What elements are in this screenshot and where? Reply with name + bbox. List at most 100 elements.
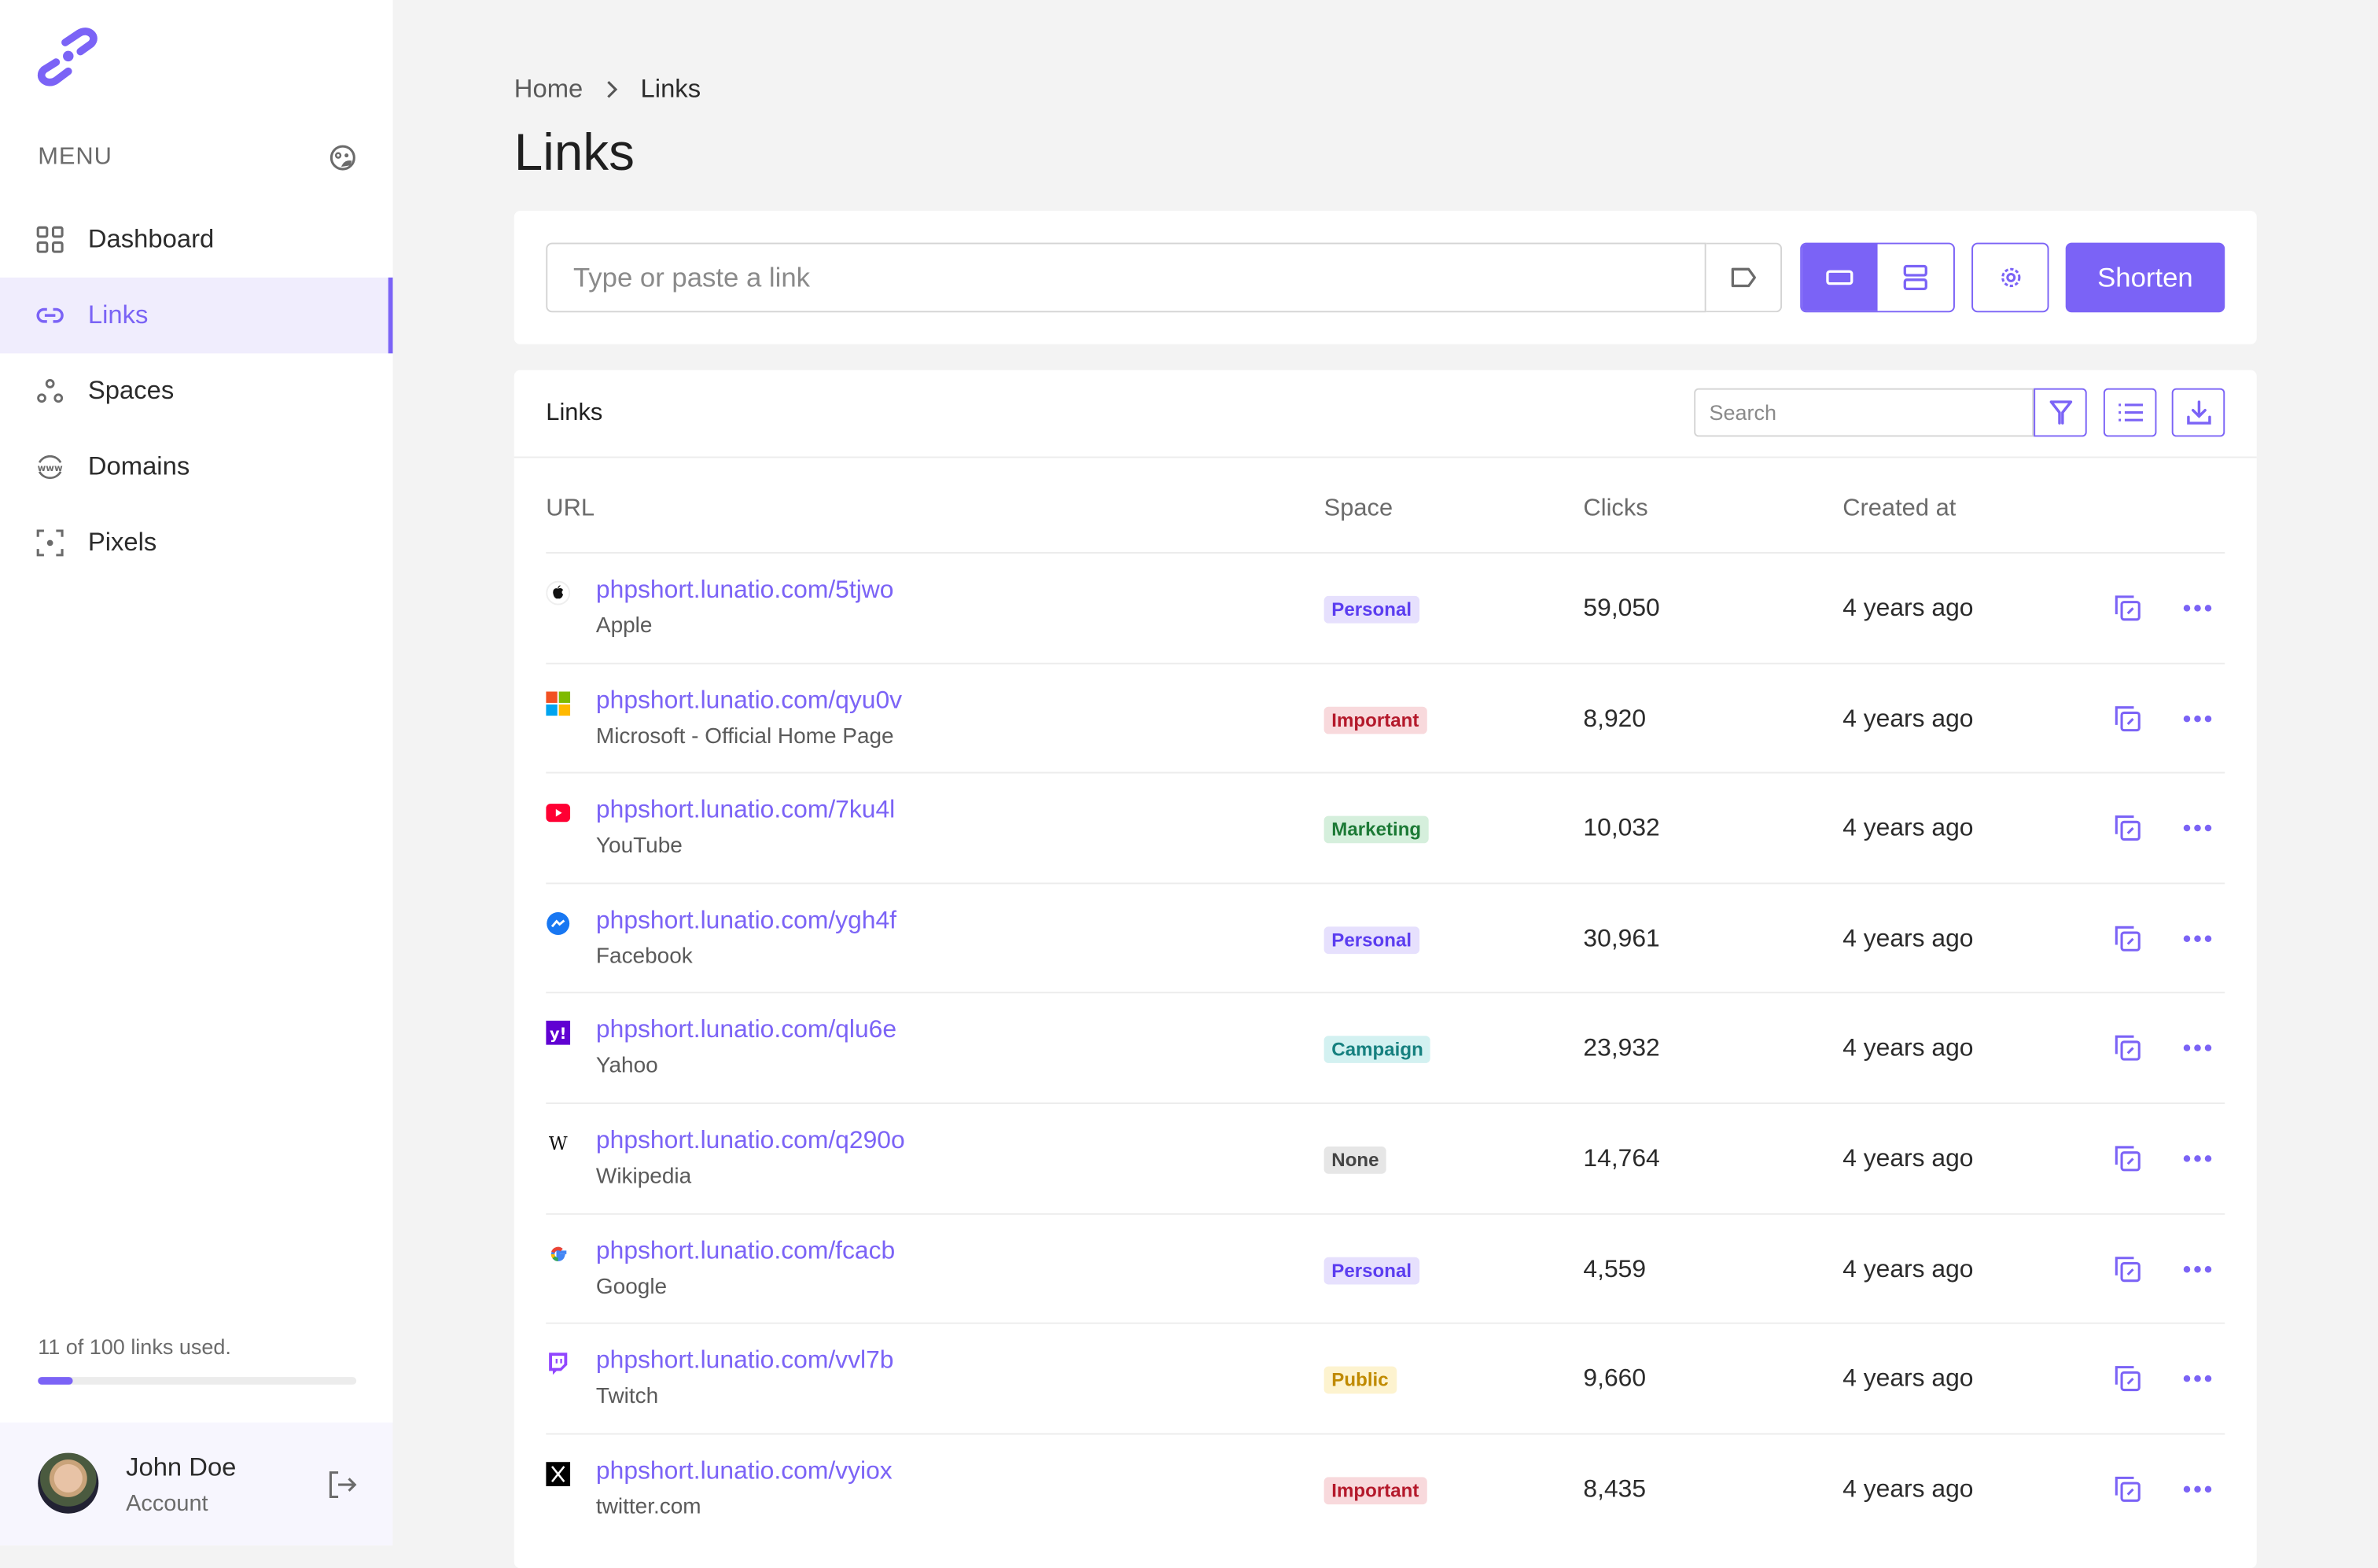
sidebar-item-pixels[interactable]: Pixels — [0, 505, 392, 580]
short-url-link[interactable]: phpshort.lunatio.com/q290o — [595, 1126, 905, 1154]
single-link-mode-button[interactable] — [1802, 244, 1878, 311]
logo-chain-icon[interactable] — [36, 24, 103, 91]
sidebar-item-label: Pixels — [87, 528, 157, 557]
space-badge: Important — [1323, 1476, 1427, 1504]
shorten-card: Shorten — [514, 211, 2257, 344]
list-view-button[interactable] — [2103, 388, 2157, 437]
sidebar-nav: Dashboard Links Spaces www Domains Pixel… — [0, 201, 393, 580]
settings-button[interactable] — [1971, 242, 2049, 313]
svg-text:W: W — [549, 1134, 568, 1154]
more-options-icon[interactable] — [2182, 815, 2213, 842]
link-title: Twitch — [595, 1385, 659, 1409]
created-at: 4 years ago — [1842, 1475, 1974, 1503]
clicks-count: 10,032 — [1583, 815, 1660, 842]
table-row: phpshort.lunatio.com/fcacb Google Personal… — [546, 1213, 2225, 1323]
single-rectangle-icon — [1826, 270, 1853, 285]
clicks-count: 8,435 — [1583, 1475, 1647, 1503]
theme-toggle-icon[interactable] — [329, 144, 356, 171]
sidebar-item-dashboard[interactable]: Dashboard — [0, 201, 392, 277]
google-favicon-icon — [546, 1242, 570, 1266]
short-url-link[interactable]: phpshort.lunatio.com/5tjwo — [595, 576, 894, 604]
link-title: Yahoo — [595, 1055, 658, 1079]
clicks-count: 8,920 — [1583, 705, 1647, 732]
more-options-icon[interactable] — [2182, 594, 2213, 622]
short-url-link[interactable]: phpshort.lunatio.com/fcacb — [595, 1236, 896, 1264]
short-url-link[interactable]: phpshort.lunatio.com/7ku4l — [595, 796, 896, 824]
divider — [514, 456, 2257, 458]
more-options-icon[interactable] — [2182, 1475, 2213, 1503]
link-title: Facebook — [595, 944, 693, 969]
chevron-right-icon — [607, 81, 618, 98]
short-url-link[interactable]: phpshort.lunatio.com/vvl7b — [595, 1346, 894, 1375]
more-options-icon[interactable] — [2182, 1255, 2213, 1283]
messenger-favicon-icon — [546, 911, 570, 936]
link-title: Google — [595, 1275, 668, 1299]
youtube-favicon-icon — [546, 801, 571, 826]
sidebar-item-links[interactable]: Links — [0, 277, 393, 354]
short-url-link[interactable]: phpshort.lunatio.com/ygh4f — [595, 906, 897, 934]
short-url-link[interactable]: phpshort.lunatio.com/qlu6e — [595, 1016, 897, 1044]
short-url-link[interactable]: phpshort.lunatio.com/qyu0v — [595, 686, 903, 714]
space-badge: Important — [1323, 705, 1427, 734]
yahoo-favicon-icon: y! — [546, 1021, 571, 1046]
more-options-icon[interactable] — [2182, 1365, 2213, 1393]
more-options-icon[interactable] — [2182, 705, 2213, 732]
column-header-clicks[interactable]: Clicks — [1583, 495, 1648, 522]
created-at: 4 years ago — [1842, 594, 1974, 622]
logout-icon[interactable] — [328, 1471, 359, 1499]
breadcrumb-home[interactable]: Home — [514, 74, 583, 104]
menu-label: MENU — [38, 144, 112, 170]
created-at: 4 years ago — [1842, 705, 1974, 732]
filter-button[interactable] — [2034, 388, 2087, 437]
export-button[interactable] — [2171, 388, 2225, 437]
copy-link-icon[interactable] — [2114, 815, 2141, 842]
copy-link-icon[interactable] — [2114, 1475, 2141, 1503]
more-options-icon[interactable] — [2182, 925, 2213, 952]
copy-link-icon[interactable] — [2114, 925, 2141, 952]
search-input[interactable] — [1694, 388, 2034, 437]
created-at: 4 years ago — [1842, 815, 1974, 842]
space-badge: Public — [1323, 1366, 1397, 1394]
space-badge: Campaign — [1323, 1036, 1431, 1064]
space-badge: Personal — [1323, 926, 1419, 954]
sidebar-item-spaces[interactable]: Spaces — [0, 353, 392, 429]
breadcrumb-current: Links — [640, 74, 701, 104]
copy-link-icon[interactable] — [2114, 705, 2141, 732]
account-panel[interactable]: John Doe Account — [0, 1422, 393, 1546]
usage-progress-fill — [38, 1377, 73, 1385]
account-subtitle: Account — [126, 1490, 208, 1517]
filter-icon — [2049, 400, 2072, 425]
more-options-icon[interactable] — [2182, 1035, 2213, 1062]
sidebar-item-label: Domains — [87, 451, 190, 481]
space-badge: Marketing — [1323, 815, 1429, 844]
short-url-link[interactable]: phpshort.lunatio.com/vyiox — [595, 1456, 893, 1485]
table-row: phpshort.lunatio.com/vyiox twitter.com Imp… — [546, 1433, 2225, 1543]
space-badge: None — [1323, 1146, 1387, 1174]
column-header-created[interactable]: Created at — [1842, 495, 1957, 522]
multiple-links-mode-button[interactable] — [1878, 244, 1953, 311]
clicks-count: 4,559 — [1583, 1255, 1647, 1283]
tag-button[interactable] — [1706, 242, 1783, 313]
usage-progress-bar — [38, 1377, 357, 1385]
stacked-rectangles-icon — [1903, 264, 1927, 291]
list-icon — [2118, 403, 2143, 421]
sidebar-item-label: Spaces — [87, 376, 175, 405]
link-input[interactable] — [546, 242, 1706, 313]
clicks-count: 30,961 — [1583, 925, 1660, 952]
usage-text: 11 of 100 links used. — [38, 1334, 231, 1359]
clicks-count: 23,932 — [1583, 1035, 1660, 1062]
copy-link-icon[interactable] — [2114, 1035, 2141, 1062]
created-at: 4 years ago — [1842, 1035, 1974, 1062]
avatar[interactable] — [38, 1452, 99, 1514]
copy-link-icon[interactable] — [2114, 1255, 2141, 1283]
shorten-button[interactable]: Shorten — [2065, 242, 2225, 313]
gear-icon — [2001, 267, 2020, 288]
copy-link-icon[interactable] — [2114, 594, 2141, 622]
link-title: Apple — [595, 614, 653, 639]
sidebar-item-label: Links — [87, 300, 149, 329]
sidebar-item-domains[interactable]: www Domains — [0, 429, 392, 505]
copy-link-icon[interactable] — [2114, 1365, 2141, 1393]
link-title: twitter.com — [595, 1495, 701, 1519]
more-options-icon[interactable] — [2182, 1145, 2213, 1172]
copy-link-icon[interactable] — [2114, 1145, 2141, 1172]
